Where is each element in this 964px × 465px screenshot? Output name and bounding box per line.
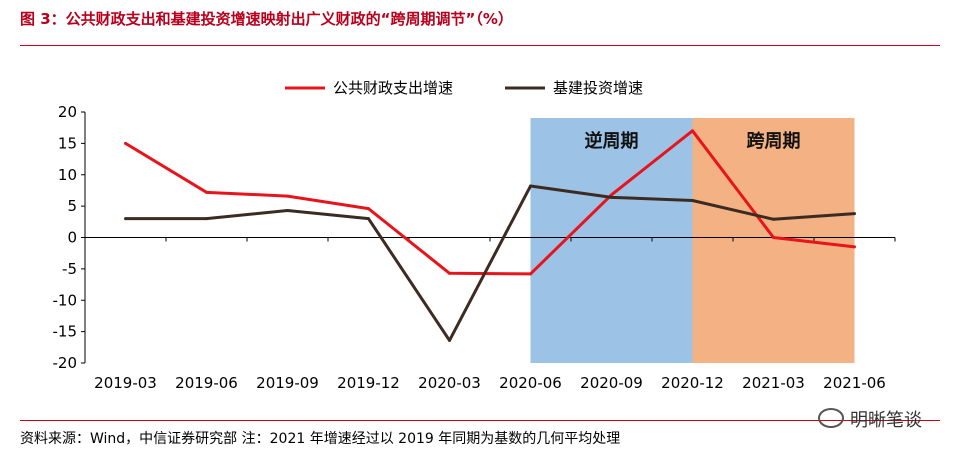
- top-divider: [20, 45, 940, 46]
- data-point: [853, 245, 856, 249]
- watermark: 明晰笔谈: [818, 406, 922, 432]
- y-tick-label: -20: [53, 354, 78, 372]
- data-point: [853, 212, 856, 216]
- region-crosscyclical: [692, 118, 855, 363]
- data-point: [367, 207, 370, 211]
- region-label: 跨周期: [747, 131, 801, 152]
- source-note: 资料来源：Wind，中信证券研究部 注：2021 年增速经过以 2019 年同期…: [20, 431, 621, 447]
- legend-label: 公共财政支出增速: [333, 79, 453, 97]
- data-point: [772, 217, 775, 221]
- data-point: [124, 141, 127, 145]
- x-tick-label: 2019-09: [256, 374, 319, 392]
- data-point: [691, 198, 694, 202]
- data-point: [691, 129, 694, 133]
- x-tick-label: 2020-12: [661, 374, 724, 392]
- data-point: [772, 236, 775, 239]
- bottom-divider: [20, 420, 940, 421]
- data-point: [448, 338, 451, 342]
- y-tick-label: 5: [67, 197, 77, 215]
- data-point: [610, 193, 613, 197]
- y-tick-label: -5: [62, 260, 77, 278]
- x-tick-label: 2019-03: [94, 374, 157, 392]
- series-line-fiscal-spending: [124, 129, 855, 276]
- watermark-text: 明晰笔谈: [850, 410, 922, 431]
- data-point: [529, 272, 532, 276]
- x-tick-label: 2021-06: [823, 374, 886, 392]
- y-tick-label: 20: [58, 103, 77, 121]
- data-point: [205, 217, 208, 221]
- y-tick-label: 15: [58, 134, 77, 152]
- data-point: [205, 190, 208, 194]
- data-point: [529, 184, 532, 188]
- chart-title: 图 3：公共财政支出和基建投资增速映射出广义财政的“跨周期调节”（%）: [20, 10, 513, 28]
- region-label: 逆周期: [585, 130, 639, 152]
- data-point: [124, 217, 127, 221]
- y-tick-label: -10: [53, 291, 78, 309]
- y-tick-label: -15: [53, 323, 78, 341]
- data-point: [448, 271, 451, 275]
- x-tick-label: 2020-06: [499, 374, 562, 392]
- series-line-infrastructure: [125, 184, 855, 342]
- legend-label: 基建投资增速: [553, 79, 643, 97]
- data-point: [610, 195, 613, 199]
- data-point: [286, 209, 289, 213]
- y-tick-label: 10: [58, 166, 77, 184]
- x-tick-label: 2020-09: [580, 374, 643, 392]
- wechat-icon: [818, 408, 844, 428]
- x-tick-label: 2019-12: [337, 374, 400, 392]
- x-tick-label: 2020-03: [418, 374, 481, 392]
- x-tick-label: 2019-06: [175, 374, 238, 392]
- data-point: [286, 194, 289, 198]
- x-tick-label: 2021-03: [742, 374, 805, 392]
- y-tick-label: 0: [67, 229, 77, 247]
- region-countercyclical: [530, 118, 693, 363]
- data-point: [367, 217, 370, 221]
